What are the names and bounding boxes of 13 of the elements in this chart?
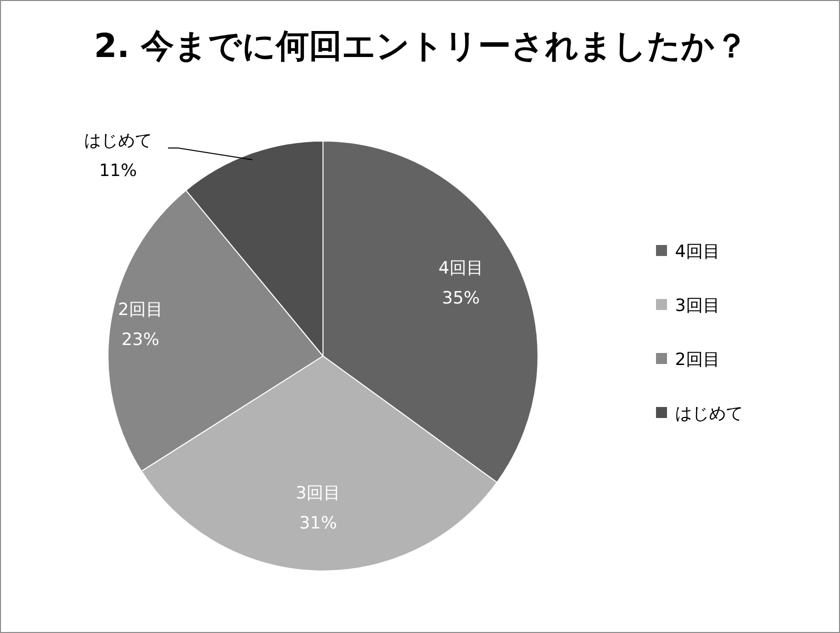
data-label: 31% (299, 514, 338, 534)
slice-label: 3回目 (296, 484, 341, 504)
slice-label: 2回目 (118, 300, 163, 320)
legend-label: 3回目 (675, 296, 720, 316)
data-label: 23% (121, 330, 160, 350)
data-label: 35% (442, 288, 480, 309)
chart-title: 2. 今までに何回エントリーされましたか？ (93, 25, 749, 67)
slice-label: はじめて (84, 131, 152, 151)
slice-label: 4回目 (438, 258, 484, 279)
legend-label: はじめて (675, 404, 743, 424)
legend-label: 2回目 (675, 350, 720, 370)
legend-label: 4回目 (675, 242, 720, 262)
data-label: 11% (99, 161, 137, 181)
